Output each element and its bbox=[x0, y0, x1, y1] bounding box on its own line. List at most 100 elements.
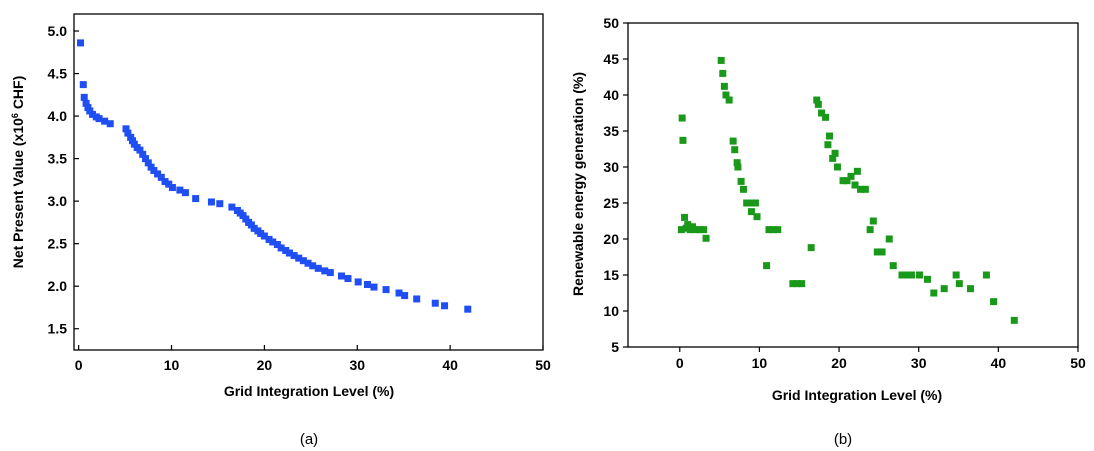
y-tick-label-a: 2.5 bbox=[48, 236, 68, 252]
axes-a: 0 10 20 30 40 50 1.5 2.0 2.5 3.0 3.5 4.0 4.5 5.0 bbox=[48, 13, 551, 373]
data-point bbox=[282, 246, 290, 254]
data-point bbox=[955, 280, 963, 288]
data-point bbox=[250, 224, 258, 232]
data-point bbox=[798, 280, 806, 288]
data-point bbox=[739, 185, 747, 193]
data-point bbox=[729, 137, 737, 145]
x-tick-label-a: 50 bbox=[535, 357, 551, 373]
data-point bbox=[857, 185, 865, 193]
x-tick-label-b: 30 bbox=[911, 355, 927, 371]
y-axis-label-a-unit: CHF) bbox=[10, 76, 26, 113]
data-point bbox=[747, 208, 755, 216]
data-point bbox=[734, 163, 742, 171]
x-tick-label-a: 10 bbox=[164, 357, 180, 373]
y-tick-label-b: 5 bbox=[611, 339, 619, 355]
data-point bbox=[679, 136, 687, 144]
data-point bbox=[326, 269, 334, 277]
data-point bbox=[144, 159, 152, 167]
plot-frame-a bbox=[73, 13, 544, 351]
axes-b: 0 10 20 30 40 50 5 10 15 20 25 30 35 40 45 50 bbox=[603, 15, 1086, 371]
data-point bbox=[161, 178, 169, 186]
data-point bbox=[681, 213, 689, 221]
data-point bbox=[720, 82, 728, 90]
data-point bbox=[304, 259, 312, 267]
data-point bbox=[898, 271, 906, 279]
data-point bbox=[829, 154, 837, 162]
series-b bbox=[677, 56, 1018, 324]
data-point bbox=[682, 224, 690, 232]
data-point bbox=[831, 149, 839, 157]
data-point bbox=[136, 146, 144, 154]
data-point bbox=[309, 262, 317, 270]
y-tick-label-b: 35 bbox=[603, 123, 619, 139]
y-axis-label-a: Net Present Value (x106 CHF) bbox=[10, 76, 26, 269]
data-point bbox=[940, 285, 948, 293]
data-point bbox=[833, 163, 841, 171]
caption-b: (b) bbox=[834, 431, 852, 448]
data-point bbox=[902, 271, 910, 279]
data-point bbox=[181, 189, 189, 197]
data-point bbox=[717, 56, 725, 64]
data-point bbox=[441, 302, 449, 310]
y-tick-label-b: 20 bbox=[603, 231, 619, 247]
data-point bbox=[789, 280, 797, 288]
data-point bbox=[930, 289, 938, 297]
y-tick-label-a: 2.0 bbox=[48, 278, 68, 294]
data-point bbox=[692, 226, 700, 234]
data-point bbox=[285, 249, 293, 257]
data-point bbox=[106, 120, 114, 128]
data-point bbox=[337, 272, 345, 280]
data-point bbox=[290, 252, 298, 260]
data-point bbox=[431, 299, 439, 307]
caption-a: (a) bbox=[300, 431, 318, 448]
chart-panel-b: Renewable energy generation (%) Grid Int… bbox=[570, 15, 1086, 448]
data-point bbox=[843, 177, 851, 185]
data-point bbox=[873, 248, 881, 256]
y-tick-label-b: 10 bbox=[603, 303, 619, 319]
data-point bbox=[228, 203, 236, 211]
data-point bbox=[769, 226, 777, 234]
data-point bbox=[273, 241, 281, 249]
data-point bbox=[677, 226, 685, 234]
data-point bbox=[122, 125, 130, 133]
data-point bbox=[731, 146, 739, 154]
data-point bbox=[700, 226, 708, 234]
data-point bbox=[382, 286, 390, 294]
data-point bbox=[354, 278, 362, 286]
data-point bbox=[95, 115, 103, 123]
data-point bbox=[753, 213, 761, 221]
data-point bbox=[722, 91, 730, 99]
data-point bbox=[765, 226, 773, 234]
data-point bbox=[1010, 316, 1018, 324]
data-point bbox=[990, 298, 998, 306]
data-point bbox=[814, 100, 822, 108]
data-point bbox=[861, 185, 869, 193]
data-point bbox=[269, 238, 277, 246]
x-axis-label-b: Grid Integration Level (%) bbox=[772, 387, 942, 403]
data-point bbox=[853, 167, 861, 175]
x-tick-label-a: 20 bbox=[257, 357, 273, 373]
data-point bbox=[719, 69, 727, 77]
y-tick-label-a: 3.5 bbox=[48, 151, 68, 167]
data-point bbox=[77, 39, 85, 47]
data-point bbox=[89, 110, 97, 118]
data-point bbox=[923, 275, 931, 283]
x-tick-label-a: 40 bbox=[442, 357, 458, 373]
x-tick-label-b: 0 bbox=[676, 355, 684, 371]
data-point bbox=[260, 232, 268, 240]
y-tick-label-a: 4.5 bbox=[48, 66, 68, 82]
data-point bbox=[774, 226, 782, 234]
y-tick-label-a: 1.5 bbox=[48, 321, 68, 337]
data-point bbox=[165, 180, 173, 188]
data-point bbox=[207, 198, 215, 206]
data-point bbox=[696, 226, 704, 234]
data-point bbox=[866, 226, 874, 234]
data-point bbox=[82, 99, 90, 107]
y-axis-label-a-main: Net Present Value (x10 bbox=[10, 118, 26, 268]
data-point bbox=[678, 114, 686, 122]
data-point bbox=[277, 244, 285, 252]
data-point bbox=[168, 184, 176, 192]
series-a bbox=[77, 39, 472, 313]
data-point bbox=[908, 271, 916, 279]
